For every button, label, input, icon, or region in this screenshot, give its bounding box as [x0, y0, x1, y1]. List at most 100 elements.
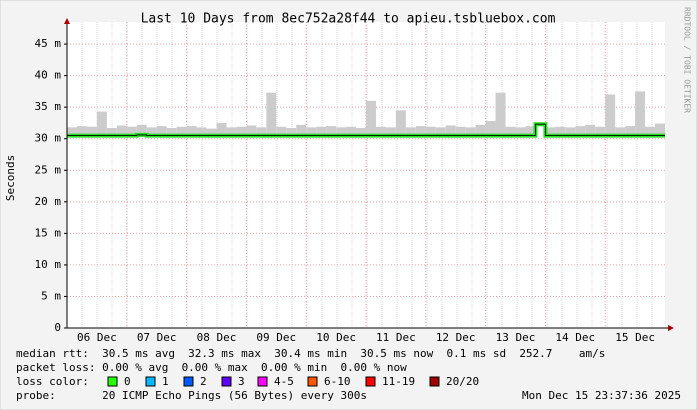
smoke — [296, 124, 307, 138]
legend-swatch — [429, 376, 440, 387]
side-text: RRDTOOL / TOBI OETIKER — [683, 7, 692, 113]
smoke — [316, 126, 327, 138]
smoke — [246, 125, 257, 138]
marks — [67, 91, 665, 138]
smoke — [196, 127, 207, 138]
legend-swatch — [145, 376, 156, 387]
smoke — [575, 126, 586, 138]
smoke — [346, 126, 357, 138]
y-tick-label: 20 m — [35, 195, 62, 208]
smoke — [455, 126, 466, 138]
smoke — [385, 127, 396, 138]
smoke — [645, 126, 656, 138]
smoke — [226, 127, 237, 138]
legend-label: 20/20 — [446, 375, 479, 388]
smoke — [505, 126, 516, 138]
smoke — [336, 127, 347, 138]
legend-label: 2 — [200, 375, 207, 388]
y-arrow — [64, 18, 70, 24]
smoke — [206, 128, 217, 138]
smoke — [605, 94, 616, 138]
smoke — [395, 110, 406, 138]
x-tick-label: 13 Dec — [496, 331, 536, 344]
smoke — [425, 126, 436, 138]
y-axis-label: Seconds — [4, 155, 17, 201]
legend-swatch — [257, 376, 268, 387]
legend-swatch — [365, 376, 376, 387]
legend-label: 0 — [124, 375, 131, 388]
smoke — [465, 127, 476, 138]
smoke — [356, 127, 366, 138]
legend-label: 4-5 — [274, 375, 294, 388]
smoke — [86, 126, 97, 138]
smoke — [495, 92, 506, 138]
smoke — [485, 121, 496, 138]
smoke — [166, 127, 177, 138]
smoke — [326, 126, 337, 138]
smoke — [366, 100, 376, 138]
y-tick-label: 5 m — [41, 289, 61, 302]
smoke — [475, 124, 486, 138]
x-arrow — [668, 325, 674, 331]
smoke — [236, 126, 247, 138]
smoke — [525, 126, 536, 138]
smoke — [405, 127, 416, 138]
y-tick-label: 25 m — [35, 163, 62, 176]
smoke — [76, 126, 87, 138]
smoke — [635, 91, 646, 138]
x-tick-label: 10 Dec — [316, 331, 356, 344]
smoke — [67, 127, 77, 138]
legend-swatch — [307, 376, 318, 387]
smoke — [615, 127, 626, 138]
smoke — [625, 126, 636, 138]
x-tick-label: 06 Dec — [77, 331, 117, 344]
smoke — [306, 127, 317, 138]
smoke — [286, 127, 297, 138]
smoke — [216, 122, 227, 138]
legend-swatch — [107, 376, 118, 387]
smoke — [126, 126, 137, 138]
x-tick-label: 14 Dec — [555, 331, 595, 344]
y-tick-label: 0 — [54, 321, 61, 334]
smoke — [415, 126, 426, 138]
legend-swatch — [183, 376, 194, 387]
y-tick-label: 15 m — [35, 226, 62, 239]
smoke — [545, 127, 556, 138]
smoke — [116, 125, 127, 138]
x-tick-label: 12 Dec — [436, 331, 476, 344]
smoke — [555, 126, 566, 138]
x-tick-label: 07 Dec — [137, 331, 177, 344]
loss-color-label: loss color: — [16, 375, 89, 388]
x-tick-label: 11 Dec — [376, 331, 416, 344]
legend-label: 3 — [238, 375, 245, 388]
y-tick-label: 35 m — [35, 100, 62, 113]
grid — [64, 22, 665, 329]
legend-label: 1 — [162, 375, 169, 388]
smoke — [375, 126, 386, 138]
smoke — [176, 126, 187, 138]
smoke — [565, 127, 576, 138]
smoke — [256, 127, 267, 138]
y-tick-label: 30 m — [35, 132, 62, 145]
y-tick-label: 40 m — [35, 69, 62, 82]
stats-line: median rtt: 30.5 ms avg 32.3 ms max 30.4… — [16, 347, 605, 360]
stats-line: packet loss: 0.00 % avg 0.00 % max 0.00 … — [16, 361, 407, 374]
smoke — [585, 124, 596, 138]
smoke — [435, 127, 446, 138]
probe: probe: 20 ICMP Echo Pings (56 Bytes) eve… — [16, 389, 367, 402]
smoke — [106, 127, 117, 138]
chart-title: Last 10 Days from 8ec752a28f44 to apieu.… — [141, 12, 556, 27]
x-tick-label: 15 Dec — [615, 331, 655, 344]
smoke — [186, 126, 197, 138]
smoke — [515, 127, 526, 138]
smoke — [595, 126, 606, 138]
median-core — [67, 123, 665, 136]
smoke — [96, 111, 107, 138]
legend-label: 6-10 — [324, 375, 351, 388]
smoke — [266, 92, 277, 138]
smoke — [655, 123, 665, 138]
smoke — [156, 126, 167, 138]
timestamp: Mon Dec 15 23:37:36 2025 — [522, 389, 681, 402]
smoke — [276, 126, 287, 138]
